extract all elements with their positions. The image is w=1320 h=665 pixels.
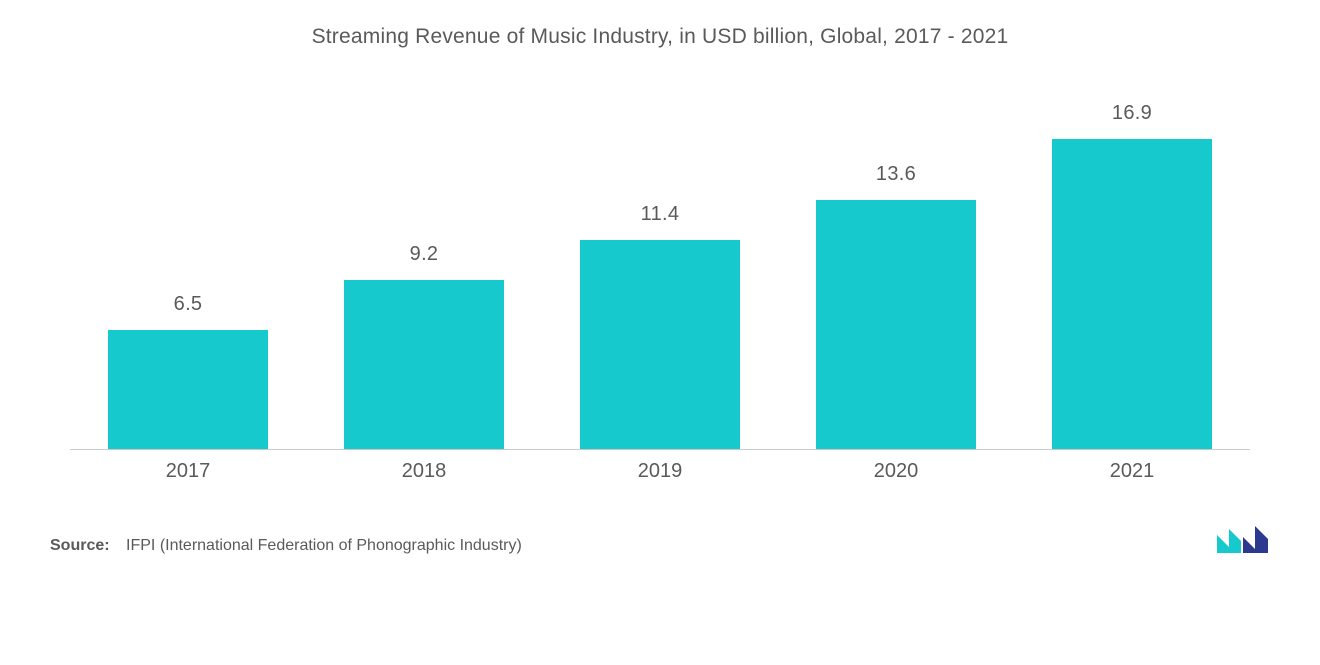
chart-plot-area: 6.5 9.2 11.4 13.6 16.9: [70, 69, 1250, 449]
bar: [344, 280, 504, 449]
bar-value-label: 9.2: [410, 243, 439, 266]
source-text: IFPI (International Federation of Phonog…: [126, 537, 522, 554]
x-axis-label: 2021: [1014, 460, 1250, 483]
bar-value-label: 13.6: [876, 163, 916, 186]
bar-value-label: 11.4: [641, 203, 680, 226]
bar: [1052, 139, 1212, 449]
bar-group: 11.4: [542, 69, 778, 449]
mordor-logo-icon: [1215, 523, 1270, 555]
bar-group: 16.9: [1014, 69, 1250, 449]
x-axis-label: 2018: [306, 460, 542, 483]
x-axis-line: [70, 449, 1250, 450]
bar-group: 13.6: [778, 69, 1014, 449]
bar-value-label: 16.9: [1112, 102, 1152, 125]
chart-footer: Source: IFPI (International Federation o…: [30, 483, 1290, 575]
x-axis-label: 2020: [778, 460, 1014, 483]
chart-title: Streaming Revenue of Music Industry, in …: [30, 0, 1290, 69]
chart-container: Streaming Revenue of Music Industry, in …: [0, 0, 1320, 665]
x-axis-label: 2017: [70, 460, 306, 483]
bar-group: 9.2: [306, 69, 542, 449]
bar-value-label: 6.5: [174, 293, 203, 316]
bar: [108, 330, 268, 449]
source-citation: Source: IFPI (International Federation o…: [50, 537, 522, 555]
x-axis-labels: 20172018201920202021: [70, 460, 1250, 483]
bar: [580, 240, 740, 449]
bars-row: 6.5 9.2 11.4 13.6 16.9: [70, 69, 1250, 449]
source-label: Source:: [50, 537, 110, 554]
bar: [816, 200, 976, 449]
x-axis-label: 2019: [542, 460, 778, 483]
bar-group: 6.5: [70, 69, 306, 449]
